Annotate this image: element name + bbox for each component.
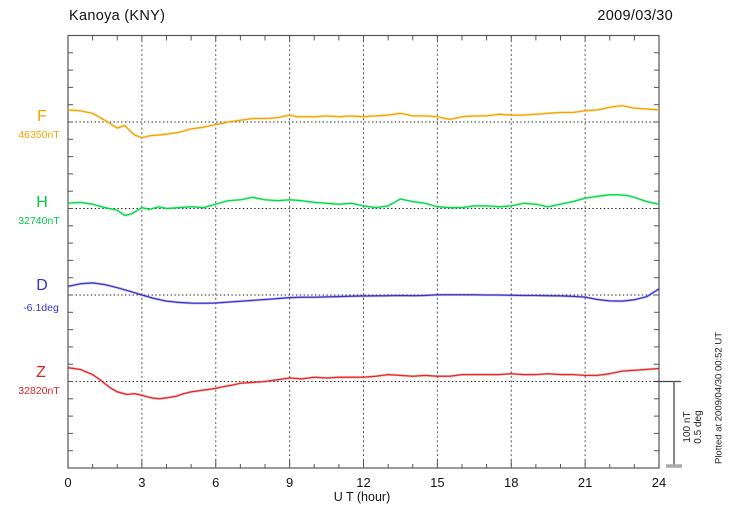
series-line-D	[67, 282, 660, 304]
x-tick-label: 21	[577, 475, 593, 490]
x-axis-title: U T (hour)	[333, 490, 391, 504]
series-line-Z	[67, 367, 660, 400]
scale-bar-labels: 100 nT 0.5 deg	[682, 410, 704, 443]
date-label: 2009/03/30	[597, 8, 673, 24]
channel-h-symbol: H	[36, 194, 48, 211]
channel-f-symbol: F	[37, 108, 47, 125]
channel-d-symbol: D	[36, 277, 48, 294]
x-tick-label: 18	[504, 475, 519, 490]
series-line-H	[67, 194, 660, 217]
channel-z-baseline-value: 32820nT	[18, 385, 60, 397]
channel-h-baseline-value: 32740nT	[18, 215, 60, 227]
channel-d-baseline-value: -6.1deg	[23, 302, 59, 314]
x-tick-label: 9	[286, 475, 294, 490]
channel-z-symbol: Z	[36, 364, 46, 381]
x-tick-label: 6	[212, 475, 220, 490]
series-glow-D	[67, 281, 660, 305]
channel-f-baseline-value: 46350nT	[18, 129, 60, 141]
x-tick-label: 15	[430, 475, 445, 490]
x-tick-label: 3	[138, 475, 146, 490]
series-line-F	[67, 104, 660, 139]
scale-bar-deg-label: 0.5 deg	[693, 410, 704, 444]
x-tick-label: 0	[64, 475, 72, 490]
x-tick-label: 24	[651, 475, 667, 490]
x-tick-label: 12	[356, 475, 371, 490]
station-title: Kanoya (KNY)	[69, 8, 166, 24]
plotted-at-note: Plotted at 2009/04/30 00:52 UT	[713, 331, 725, 465]
scale-bar-nt-label: 100 nT	[682, 411, 693, 443]
